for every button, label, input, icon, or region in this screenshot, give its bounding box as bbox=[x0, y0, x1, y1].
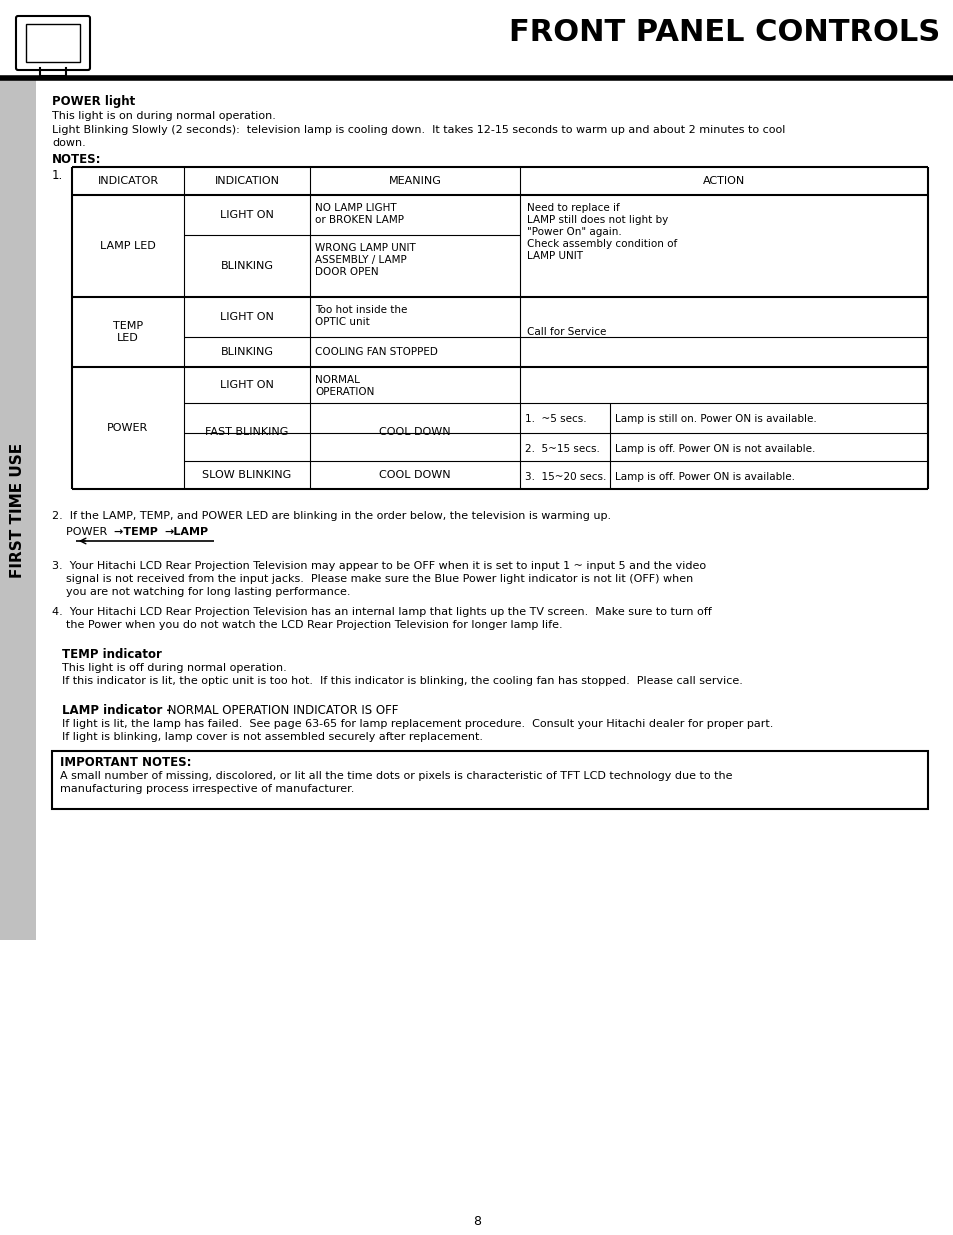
Text: LAMP UNIT: LAMP UNIT bbox=[526, 251, 582, 261]
Text: LIGHT ON: LIGHT ON bbox=[220, 312, 274, 322]
Bar bbox=[52, 751, 927, 809]
Text: LIGHT ON: LIGHT ON bbox=[220, 210, 274, 220]
Text: "Power On" again.: "Power On" again. bbox=[526, 227, 621, 237]
Text: FIRST TIME USE: FIRST TIME USE bbox=[10, 442, 26, 578]
Text: COOL DOWN: COOL DOWN bbox=[378, 471, 451, 480]
Text: If light is lit, the lamp has failed.  See page 63-65 for lamp replacement proce: If light is lit, the lamp has failed. Se… bbox=[62, 719, 773, 729]
Text: LAMP LED: LAMP LED bbox=[100, 241, 155, 251]
Text: 3.  15~20 secs.: 3. 15~20 secs. bbox=[524, 472, 606, 482]
Text: INDICATION: INDICATION bbox=[214, 177, 279, 186]
FancyBboxPatch shape bbox=[16, 16, 90, 70]
Text: LAMP still does not light by: LAMP still does not light by bbox=[526, 215, 667, 225]
Text: WRONG LAMP UNIT: WRONG LAMP UNIT bbox=[314, 243, 416, 253]
Text: INDICATOR: INDICATOR bbox=[97, 177, 158, 186]
Text: TEMP indicator: TEMP indicator bbox=[62, 648, 162, 661]
Text: MEANING: MEANING bbox=[388, 177, 441, 186]
Text: This light is off during normal operation.: This light is off during normal operatio… bbox=[62, 663, 287, 673]
Text: NORMAL: NORMAL bbox=[314, 375, 359, 385]
Text: 3.  Your Hitachi LCD Rear Projection Television may appear to be OFF when it is : 3. Your Hitachi LCD Rear Projection Tele… bbox=[52, 561, 705, 571]
Text: manufacturing process irrespective of manufacturer.: manufacturing process irrespective of ma… bbox=[60, 784, 354, 794]
Text: 8: 8 bbox=[473, 1215, 480, 1228]
Text: the Power when you do not watch the LCD Rear Projection Television for longer la: the Power when you do not watch the LCD … bbox=[66, 620, 562, 630]
Text: NO LAMP LIGHT: NO LAMP LIGHT bbox=[314, 203, 396, 212]
Text: 1.  ~5 secs.: 1. ~5 secs. bbox=[524, 414, 586, 424]
Text: Lamp is off. Power ON is available.: Lamp is off. Power ON is available. bbox=[615, 472, 794, 482]
Text: Too hot inside the: Too hot inside the bbox=[314, 305, 407, 315]
Text: Light Blinking Slowly (2 seconds):  television lamp is cooling down.  It takes 1: Light Blinking Slowly (2 seconds): telev… bbox=[52, 125, 784, 135]
Bar bbox=[26, 23, 80, 62]
Text: DOOR OPEN: DOOR OPEN bbox=[314, 267, 378, 277]
Text: signal is not received from the input jacks.  Please make sure the Blue Power li: signal is not received from the input ja… bbox=[66, 574, 693, 584]
Text: SLOW BLINKING: SLOW BLINKING bbox=[202, 471, 292, 480]
Text: BLINKING: BLINKING bbox=[220, 347, 274, 357]
Text: FAST BLINKING: FAST BLINKING bbox=[205, 427, 289, 437]
Text: ASSEMBLY / LAMP: ASSEMBLY / LAMP bbox=[314, 254, 406, 266]
Bar bbox=[0, 80, 36, 940]
Text: LAMP indicator -: LAMP indicator - bbox=[62, 704, 172, 718]
Text: Lamp is still on. Power ON is available.: Lamp is still on. Power ON is available. bbox=[615, 414, 816, 424]
Text: If light is blinking, lamp cover is not assembled securely after replacement.: If light is blinking, lamp cover is not … bbox=[62, 732, 482, 742]
Text: NORMAL OPERATION INDICATOR IS OFF: NORMAL OPERATION INDICATOR IS OFF bbox=[164, 704, 398, 718]
Text: POWER: POWER bbox=[66, 527, 111, 537]
Text: ACTION: ACTION bbox=[702, 177, 744, 186]
Text: POWER light: POWER light bbox=[52, 95, 135, 107]
Text: COOLING FAN STOPPED: COOLING FAN STOPPED bbox=[314, 347, 437, 357]
Text: →LAMP: →LAMP bbox=[164, 527, 208, 537]
Text: Check assembly condition of: Check assembly condition of bbox=[526, 240, 677, 249]
Text: or BROKEN LAMP: or BROKEN LAMP bbox=[314, 215, 403, 225]
Text: Lamp is off. Power ON is not available.: Lamp is off. Power ON is not available. bbox=[615, 445, 815, 454]
Text: 4.  Your Hitachi LCD Rear Projection Television has an internal lamp that lights: 4. Your Hitachi LCD Rear Projection Tele… bbox=[52, 606, 711, 618]
Text: NOTES:: NOTES: bbox=[52, 153, 101, 165]
Text: Need to replace if: Need to replace if bbox=[526, 203, 619, 212]
Text: →TEMP: →TEMP bbox=[113, 527, 162, 537]
Text: If this indicator is lit, the optic unit is too hot.  If this indicator is blink: If this indicator is lit, the optic unit… bbox=[62, 676, 742, 685]
Text: OPERATION: OPERATION bbox=[314, 387, 374, 396]
Text: 1.: 1. bbox=[52, 169, 63, 182]
Text: down.: down. bbox=[52, 138, 86, 148]
Text: This light is on during normal operation.: This light is on during normal operation… bbox=[52, 111, 275, 121]
Text: 2.  If the LAMP, TEMP, and POWER LED are blinking in the order below, the televi: 2. If the LAMP, TEMP, and POWER LED are … bbox=[52, 511, 611, 521]
Text: you are not watching for long lasting performance.: you are not watching for long lasting pe… bbox=[66, 587, 350, 597]
Text: TEMP
LED: TEMP LED bbox=[112, 321, 143, 343]
Text: 2.  5~15 secs.: 2. 5~15 secs. bbox=[524, 445, 599, 454]
Text: Call for Service: Call for Service bbox=[526, 327, 606, 337]
Text: BLINKING: BLINKING bbox=[220, 261, 274, 270]
Text: FRONT PANEL CONTROLS: FRONT PANEL CONTROLS bbox=[508, 19, 939, 47]
Text: OPTIC unit: OPTIC unit bbox=[314, 317, 370, 327]
Text: IMPORTANT NOTES:: IMPORTANT NOTES: bbox=[60, 756, 192, 769]
Text: COOL DOWN: COOL DOWN bbox=[378, 427, 451, 437]
Text: POWER: POWER bbox=[108, 424, 149, 433]
Text: LIGHT ON: LIGHT ON bbox=[220, 380, 274, 390]
Text: A small number of missing, discolored, or lit all the time dots or pixels is cha: A small number of missing, discolored, o… bbox=[60, 771, 732, 781]
